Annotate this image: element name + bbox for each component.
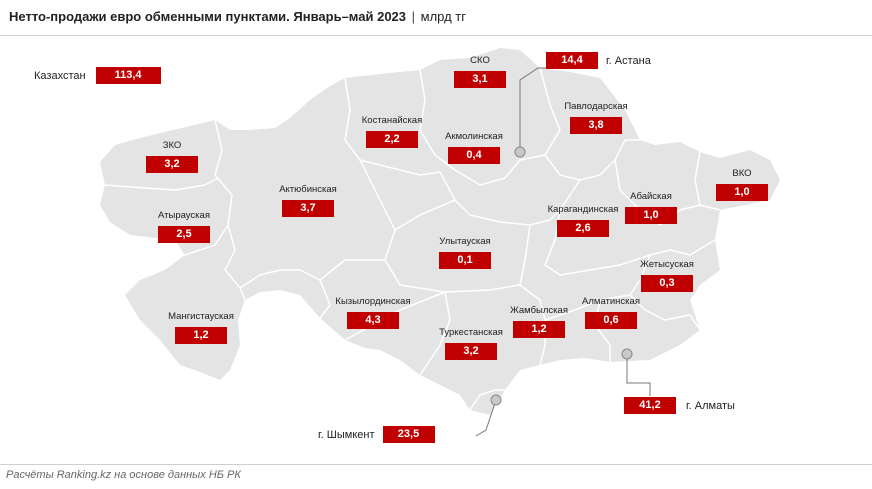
region-zhambyl: Жамбылская 1,2 <box>500 305 578 338</box>
region-value-badge: 3,1 <box>454 71 506 88</box>
bottom-divider <box>0 464 872 465</box>
city-astana: 14,4 г. Астана <box>546 52 651 69</box>
title-unit: млрд тг <box>420 9 467 24</box>
city-markers <box>490 146 633 406</box>
country-label: Казахстан <box>34 69 86 82</box>
region-sko: СКО 3,1 <box>450 55 510 88</box>
shymkent-marker <box>490 394 502 406</box>
country-total: Казахстан 113,4 <box>34 67 161 84</box>
region-value-badge: 1,0 <box>625 207 677 224</box>
region-ulytau: Улытауская 0,1 <box>425 236 505 269</box>
chart-title: Нетто-продажи евро обменными пунктами. Я… <box>9 9 466 24</box>
region-value-badge: 0,4 <box>448 147 500 164</box>
astana-marker <box>514 146 526 158</box>
region-value-badge: 3,2 <box>445 343 497 360</box>
title-text: Нетто-продажи евро обменными пунктами. Я… <box>9 9 407 24</box>
region-label: Мангистауская <box>168 311 234 322</box>
region-label: ЗКО <box>162 140 182 151</box>
region-vko: ВКО 1,0 <box>712 168 772 201</box>
region-label: Жетысуская <box>640 259 694 270</box>
city-label: г. Астана <box>606 54 651 67</box>
region-label: Карагандинская <box>547 204 619 215</box>
city-label: г. Шымкент <box>318 428 375 441</box>
region-value-badge: 2,6 <box>557 220 609 237</box>
title-separator: | <box>411 9 416 24</box>
region-value-badge: 0,6 <box>585 312 637 329</box>
region-karaganda: Карагандинская 2,6 <box>540 204 626 237</box>
almaty-marker <box>621 348 633 360</box>
region-label: Туркестанская <box>439 327 503 338</box>
region-label: Алматинская <box>582 296 640 307</box>
region-abai: Абайская 1,0 <box>616 191 686 224</box>
city-almaty: 41,2 г. Алматы <box>624 397 735 414</box>
region-label: Актюбинская <box>279 184 337 195</box>
region-almaty: Алматинская 0,6 <box>568 296 654 329</box>
region-pavlodar: Павлодарская 3,8 <box>558 101 634 134</box>
region-value-badge: 1,2 <box>175 327 227 344</box>
city-value-badge: 14,4 <box>546 52 598 69</box>
region-value-badge: 3,2 <box>146 156 198 173</box>
region-value-badge: 3,8 <box>570 117 622 134</box>
source-note: Расчёты Ranking.kz на основе данных НБ Р… <box>6 469 241 481</box>
region-borders <box>104 67 721 411</box>
region-aktobe: Актюбинская 3,7 <box>270 184 346 217</box>
region-label: ВКО <box>732 168 752 179</box>
region-mangystau: Мангистауская 1,2 <box>158 311 244 344</box>
top-divider <box>0 35 872 36</box>
region-label: Улытауская <box>439 236 491 247</box>
country-value-badge: 113,4 <box>95 67 161 84</box>
city-value-badge: 23,5 <box>382 426 435 443</box>
region-atyrau: Атырауская 2,5 <box>146 210 222 243</box>
region-label: Атырауская <box>158 210 210 221</box>
leader-lines <box>475 67 651 437</box>
region-label: Абайская <box>630 191 672 202</box>
region-value-badge: 1,0 <box>716 184 768 201</box>
region-label: Павлодарская <box>564 101 628 112</box>
region-value-badge: 2,5 <box>158 226 210 243</box>
region-value-badge: 4,3 <box>347 312 399 329</box>
region-zhetysu: Жетысуская 0,3 <box>628 259 706 292</box>
region-akmola: Акмолинская 0,4 <box>436 131 512 164</box>
region-label: Кызылординская <box>335 296 411 307</box>
region-turkestan: Туркестанская 3,2 <box>426 327 516 360</box>
region-value-badge: 2,2 <box>366 131 418 148</box>
city-label: г. Алматы <box>686 399 735 412</box>
city-shymkent: г. Шымкент 23,5 <box>318 426 435 443</box>
region-kyzylorda: Кызылординская 4,3 <box>325 296 421 329</box>
region-label: Акмолинская <box>445 131 503 142</box>
region-label: Жамбылская <box>510 305 568 316</box>
region-label: СКО <box>470 55 490 66</box>
region-zko: ЗКО 3,2 <box>142 140 202 173</box>
region-value-badge: 0,3 <box>641 275 693 292</box>
region-value-badge: 3,7 <box>282 200 334 217</box>
region-value-badge: 0,1 <box>439 252 491 269</box>
city-value-badge: 41,2 <box>624 397 676 414</box>
region-kostanay: Костанайская 2,2 <box>352 115 432 148</box>
region-label: Костанайская <box>361 115 423 126</box>
region-value-badge: 1,2 <box>513 321 565 338</box>
